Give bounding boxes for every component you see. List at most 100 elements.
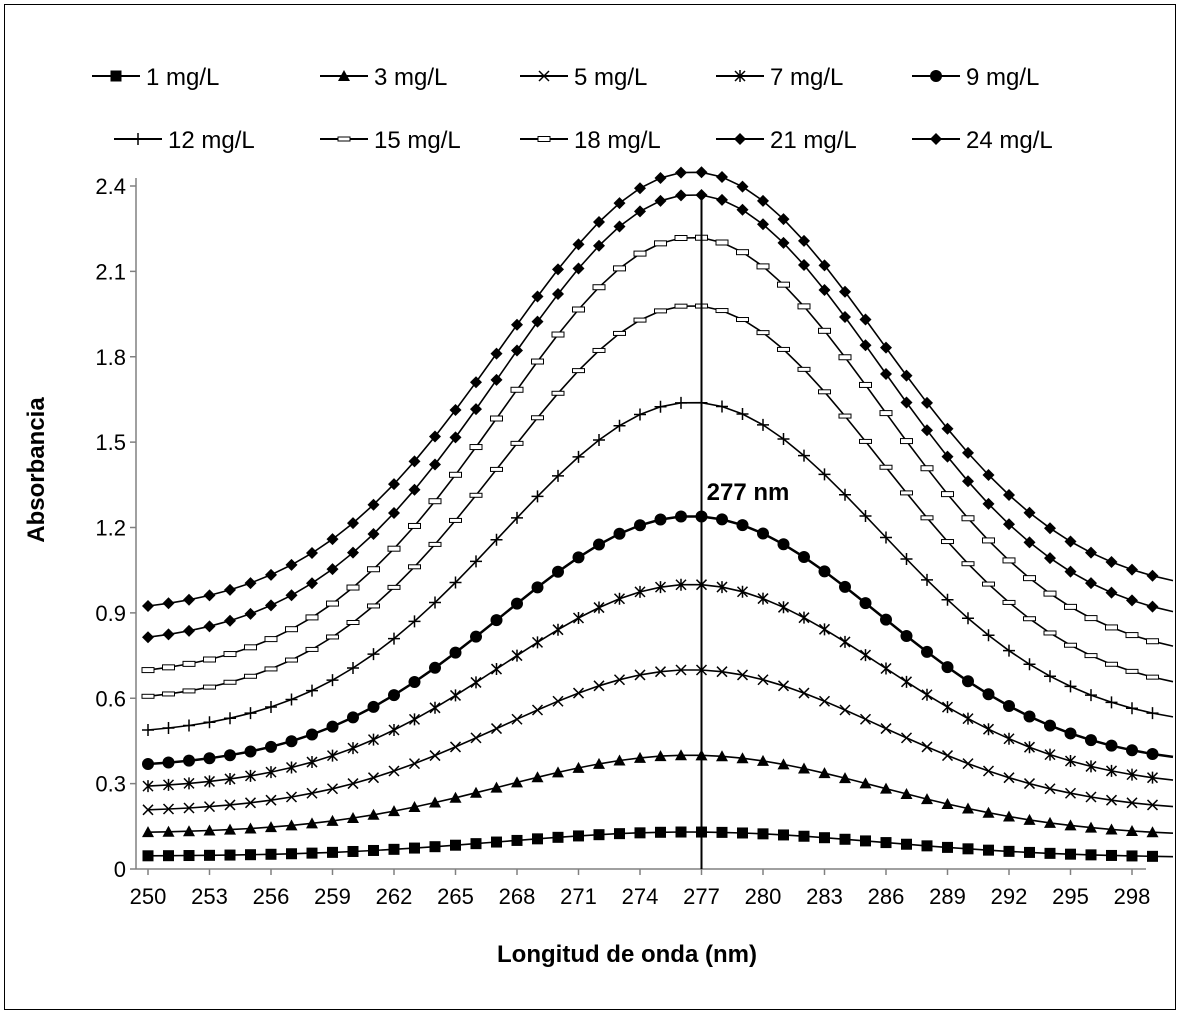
data-point: [449, 471, 462, 478]
data-point: [449, 517, 462, 523]
data-point: [900, 438, 913, 445]
data-point: [1064, 819, 1077, 831]
data-point: [1126, 744, 1138, 757]
data-point: [470, 630, 482, 643]
data-point: [388, 689, 400, 702]
data-point: [223, 651, 237, 658]
data-point: [367, 772, 380, 784]
data-point: [326, 600, 339, 607]
data-point: [203, 656, 216, 663]
data-point: [1085, 821, 1097, 833]
axes: 0 0.3 0.6 0.9 1.2 1.5 1.8 2.1 2.4 250 253 256 259 262…: [95, 174, 1150, 909]
legend-entry: 9 mg/L: [912, 64, 1039, 91]
data-point: [675, 396, 687, 409]
data-point: [142, 780, 154, 793]
y-tick-label: 2.1: [95, 259, 126, 284]
data-point: [367, 700, 380, 713]
data-point: [818, 259, 831, 272]
data-point: [1146, 747, 1159, 760]
data-point: [511, 713, 523, 725]
data-point: [1003, 644, 1015, 657]
data-point: [429, 661, 441, 674]
x-tick-label: 289: [929, 884, 966, 909]
data-point: [859, 339, 872, 352]
data-point: [203, 752, 216, 765]
data-point: [1064, 603, 1077, 610]
data-point: [265, 766, 277, 779]
data-point: [429, 458, 441, 471]
data-point: [798, 611, 810, 624]
data-point: [982, 469, 995, 482]
peak-annotation: 277 nm: [707, 479, 790, 506]
data-point: [634, 519, 646, 532]
data-point: [962, 758, 974, 770]
legend-entry: 21 mg/L: [716, 127, 857, 154]
data-point: [941, 422, 954, 435]
data-point: [675, 189, 687, 202]
data-point: [183, 593, 195, 606]
data-point: [203, 716, 216, 729]
data-point: [388, 632, 400, 645]
y-tick-label: 0.3: [95, 772, 126, 797]
data-point: [388, 506, 400, 519]
data-point: [880, 662, 892, 675]
legend-marker: [132, 133, 144, 145]
data-point: [633, 317, 647, 323]
data-point: [429, 841, 441, 853]
chart-frame: [4, 4, 1176, 1010]
data-point: [531, 704, 544, 716]
data-point: [716, 750, 728, 762]
data-point: [593, 215, 605, 228]
data-point: [511, 776, 523, 788]
data-point: [573, 830, 584, 842]
data-point: [1002, 599, 1016, 605]
data-point: [1023, 710, 1036, 723]
data-point: [654, 308, 667, 314]
data-point: [490, 723, 503, 735]
data-point: [1105, 661, 1118, 667]
data-point: [736, 180, 749, 193]
data-point: [347, 812, 359, 824]
data-point: [777, 680, 790, 692]
data-point: [511, 834, 523, 846]
data-point: [1002, 557, 1016, 564]
data-point: [244, 644, 257, 651]
legend-marker: [734, 70, 746, 82]
data-point: [736, 203, 749, 216]
data-point: [757, 828, 769, 840]
data-point: [880, 367, 892, 380]
data-point: [941, 701, 954, 714]
data-point: [1023, 658, 1036, 671]
data-point: [162, 664, 175, 671]
x-tick-label: 295: [1052, 884, 1089, 909]
data-point: [1126, 563, 1138, 576]
data-point: [1105, 696, 1118, 709]
data-point: [572, 450, 585, 463]
data-point: [921, 573, 933, 586]
data-point: [1023, 616, 1036, 622]
data-point: [613, 197, 626, 210]
data-point: [818, 327, 831, 334]
data-point: [470, 555, 482, 568]
x-tick-label: 274: [622, 884, 659, 909]
legend-entry: 24 mg/L: [912, 127, 1053, 154]
data-point: [982, 629, 995, 642]
data-point: [511, 649, 523, 662]
data-point: [183, 777, 195, 790]
data-point: [429, 796, 441, 808]
legend-entry: 12 mg/L: [114, 127, 255, 154]
data-point: [572, 761, 585, 773]
legend-label: 15 mg/L: [374, 127, 461, 154]
series-line: [147, 754, 1174, 834]
data-point: [470, 676, 482, 689]
data-point: [1044, 783, 1056, 795]
data-point: [982, 688, 995, 701]
data-point: [347, 546, 359, 559]
data-point: [552, 831, 564, 843]
data-point: [469, 444, 483, 451]
data-point: [408, 800, 421, 812]
data-point: [859, 313, 872, 326]
data-point: [1126, 594, 1138, 607]
series-18-mg-l: [141, 234, 1174, 674]
data-point: [777, 213, 790, 226]
